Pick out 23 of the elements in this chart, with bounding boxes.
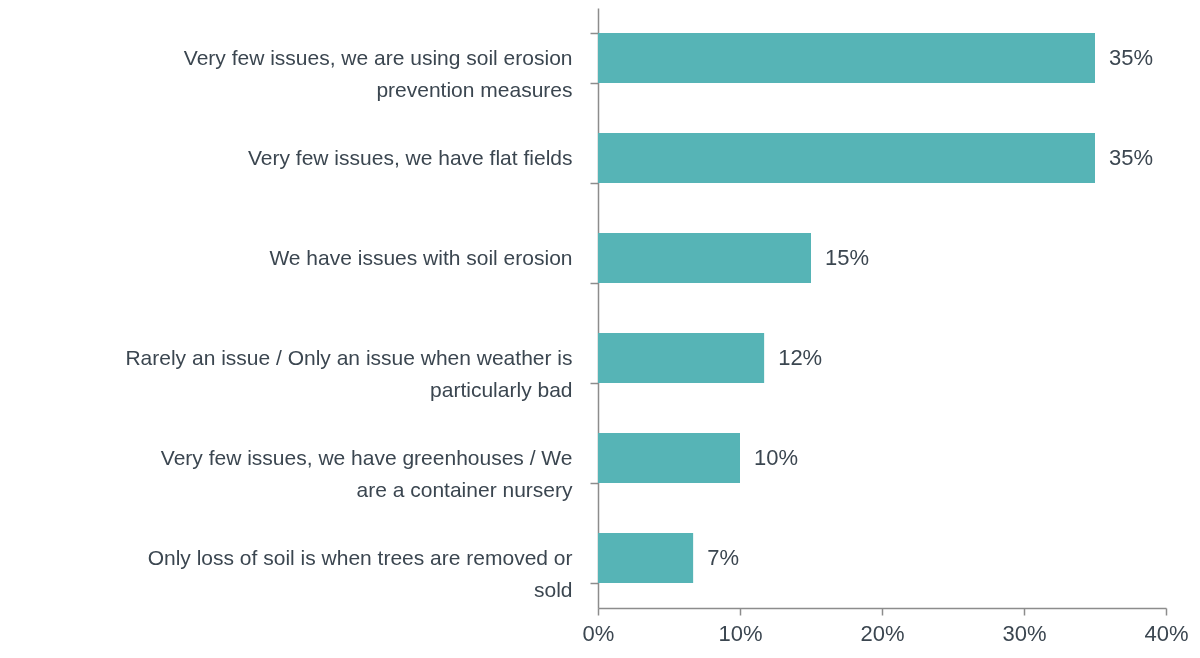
y-tick-label: Very few issues, we have flat fields [248, 145, 573, 169]
x-tick-label: 0% [582, 620, 615, 646]
data-label: 10% [754, 445, 799, 470]
x-tick-label: 10% [718, 620, 763, 646]
bar [598, 333, 765, 383]
y-tick-label: Very few issues, we are using soil erosion prevention measures [183, 45, 573, 101]
data-label: 35% [1109, 45, 1154, 70]
y-tick-label: We have issues with soil erosion [269, 245, 573, 269]
bar [598, 233, 811, 283]
y-tick-label: Very few issues, we have greenhouses / We are a container nursery [160, 445, 573, 501]
y-tick-label: Rarely an issue / Only an issue when weather is particularly bad [125, 345, 573, 401]
bar [598, 33, 1095, 83]
bar [598, 433, 740, 483]
bar [598, 533, 694, 583]
x-tick-label: 20% [860, 620, 905, 646]
x-tick-label: 40% [1144, 620, 1189, 646]
data-label: 12% [778, 345, 823, 370]
y-tick-label: Only loss of soil is when trees are removed or sold [147, 545, 573, 601]
x-tick-label: 30% [1002, 620, 1047, 646]
bar [598, 133, 1095, 183]
data-label: 15% [825, 245, 870, 270]
data-label: 35% [1109, 145, 1154, 170]
data-label: 7% [707, 545, 739, 570]
